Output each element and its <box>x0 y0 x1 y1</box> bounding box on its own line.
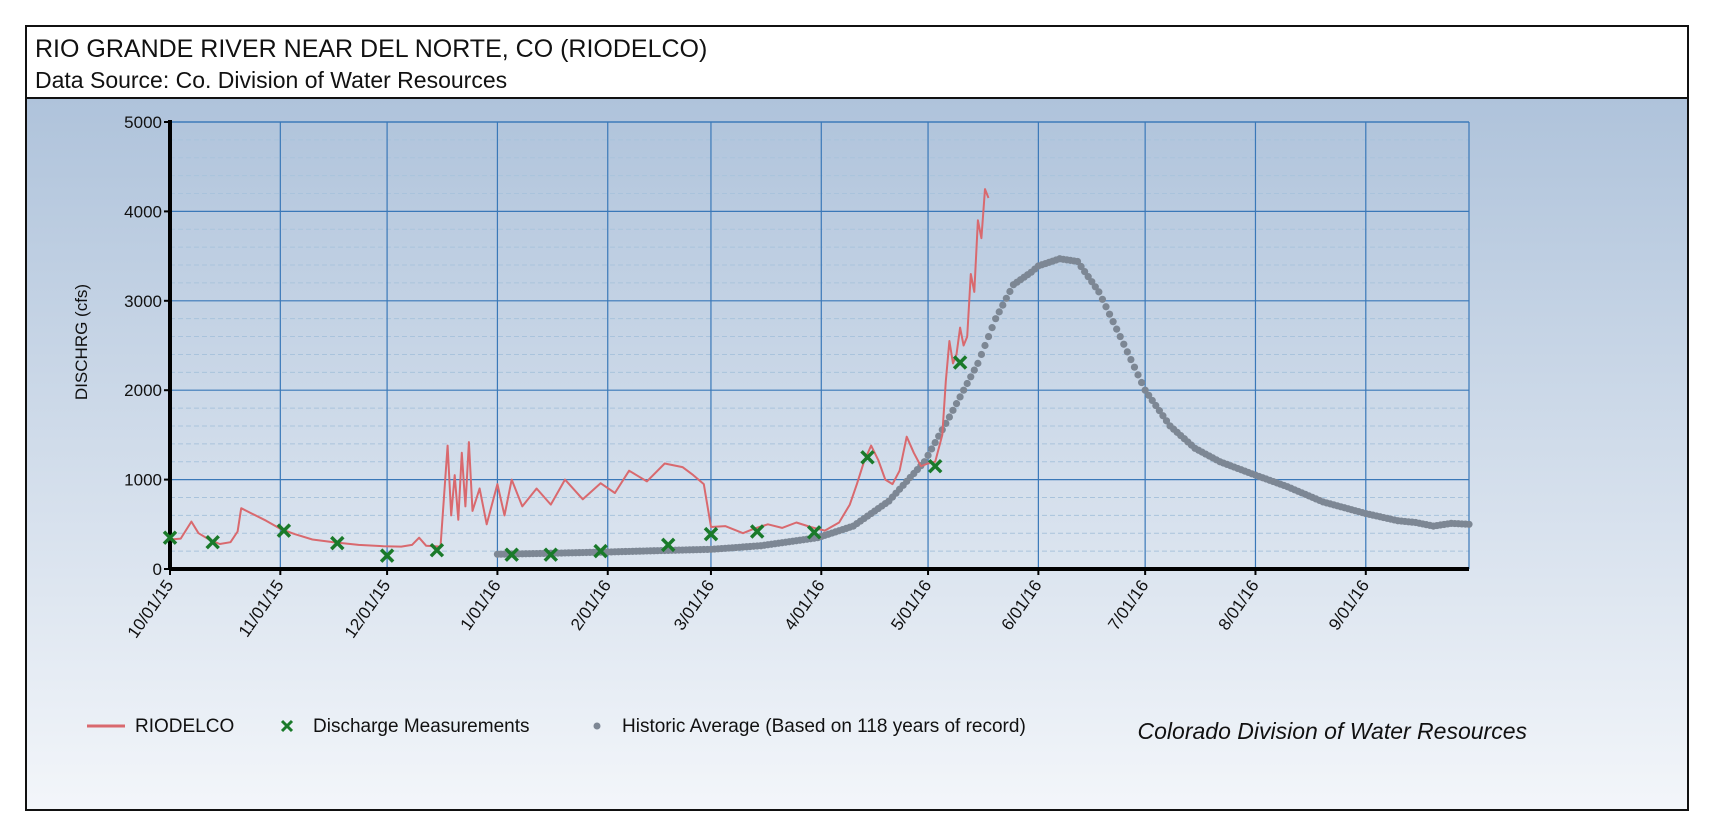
discharge-measurement-marker <box>162 530 178 545</box>
historic-average-point <box>1002 294 1010 302</box>
discharge-measurement-marker <box>703 526 719 542</box>
historic-average-point <box>1073 257 1082 266</box>
historic-average-point <box>1137 378 1146 387</box>
legend: RIODELCO Discharge Measurements Historic… <box>87 716 1026 737</box>
discharge-measurement-marker <box>330 535 345 551</box>
historic-average-point <box>977 350 986 359</box>
historic-average-point <box>928 445 936 453</box>
historic-average-point <box>1130 363 1139 371</box>
y-tick-label: 5000 <box>124 113 162 132</box>
historic-average-point <box>1088 278 1096 286</box>
discharge-measurement-marker <box>593 543 608 559</box>
historic-average-point <box>1109 318 1117 326</box>
historic-average-point <box>1155 407 1163 415</box>
historic-average-point <box>1084 273 1092 281</box>
historic-average-point <box>981 341 989 350</box>
historic-average-point <box>931 438 939 447</box>
major-gridlines <box>170 121 1470 569</box>
historic-average-point <box>945 413 954 421</box>
historic-average-point <box>984 332 993 341</box>
historic-average-point <box>1113 325 1121 333</box>
historic-average-point <box>1145 391 1153 399</box>
chart-header: RIO GRANDE RIVER NEAR DEL NORTE, CO (RIO… <box>27 27 1687 99</box>
discharge-measurement-marker <box>806 525 822 540</box>
historic-average-point <box>1162 417 1171 425</box>
historic-average-point <box>988 324 996 332</box>
discharge-measurement-marker <box>660 537 676 553</box>
historic-average-point <box>1123 348 1131 356</box>
historic-average-point <box>992 315 1000 323</box>
y-tick-label: 1000 <box>124 471 162 490</box>
historic-average-point <box>1120 340 1128 348</box>
legend-swatch-measurements <box>280 719 294 733</box>
discharge-measurement-marker <box>379 548 395 563</box>
chart-subtitle: Data Source: Co. Division of Water Resou… <box>35 67 508 93</box>
chart-background <box>27 99 1687 809</box>
riodelco-line <box>169 188 990 548</box>
chart-title: RIO GRANDE RIVER NEAR DEL NORTE, CO (RIO… <box>35 35 708 63</box>
historic-average-point <box>970 366 978 374</box>
discharge-measurement-marker <box>429 542 445 558</box>
historic-average-point <box>952 400 961 408</box>
historic-average-point <box>1102 303 1110 311</box>
historic-average-point <box>999 301 1007 309</box>
historic-average-point <box>1095 288 1103 296</box>
discharge-measurement-marker <box>205 534 220 550</box>
historic-average-point <box>967 373 975 381</box>
discharge-measurement-marker <box>860 450 875 465</box>
legend-label-measurements: Discharge Measurements <box>313 716 529 737</box>
discharge-measurement-marker <box>952 355 968 370</box>
historic-average-point <box>1152 401 1160 410</box>
historic-average-point <box>956 393 964 401</box>
historic-average-point <box>1127 355 1135 364</box>
historic-average-point <box>924 451 932 459</box>
historic-average-point <box>1077 262 1085 271</box>
y-axis-label: DISCHRG (cfs) <box>72 284 91 400</box>
historic-average-point <box>1091 283 1099 291</box>
historic-average-point <box>995 308 1003 316</box>
discharge-measurement-marker <box>543 547 559 562</box>
legend-swatch-historic <box>593 722 601 730</box>
legend-label-riodelco: RIODELCO <box>135 716 234 737</box>
plot-area <box>162 188 1473 563</box>
discharge-measurement-marker <box>276 523 292 538</box>
historic-average-point <box>1081 267 1089 276</box>
y-tick-label: 3000 <box>124 292 162 311</box>
credit-text: Colorado Division of Water Resources <box>1138 718 1528 744</box>
historic-average-point <box>949 406 957 414</box>
discharge-measurement-marker <box>504 547 519 562</box>
historic-average-point <box>1098 295 1107 303</box>
discharge-measurements-series <box>162 355 968 563</box>
y-tick-label: 4000 <box>124 202 162 221</box>
historic-average-point <box>1134 371 1142 379</box>
chart-frame: RIO GRANDE RIVER NEAR DEL NORTE, CO (RIO… <box>25 25 1689 811</box>
legend-label-historic: Historic Average (Based on 118 years of … <box>622 716 1026 737</box>
historic-average-point <box>1159 412 1167 420</box>
historic-average-point <box>1148 396 1156 405</box>
historic-average-point <box>1105 310 1114 318</box>
historic-average-point <box>1465 520 1473 528</box>
historic-average-point <box>1141 386 1149 394</box>
historic-average-point <box>1006 287 1014 296</box>
historic-average-point <box>1116 332 1124 341</box>
historic-average-point <box>974 359 982 367</box>
historic-average-point <box>960 386 968 394</box>
y-axis-ticks: 0 1000 2000 3000 4000 5000 <box>124 113 170 579</box>
y-tick-label: 0 <box>153 560 162 579</box>
discharge-measurement-marker <box>749 524 765 539</box>
historic-average-point <box>963 379 971 388</box>
y-tick-label: 2000 <box>124 381 162 400</box>
discharge-measurement-marker <box>927 458 943 474</box>
